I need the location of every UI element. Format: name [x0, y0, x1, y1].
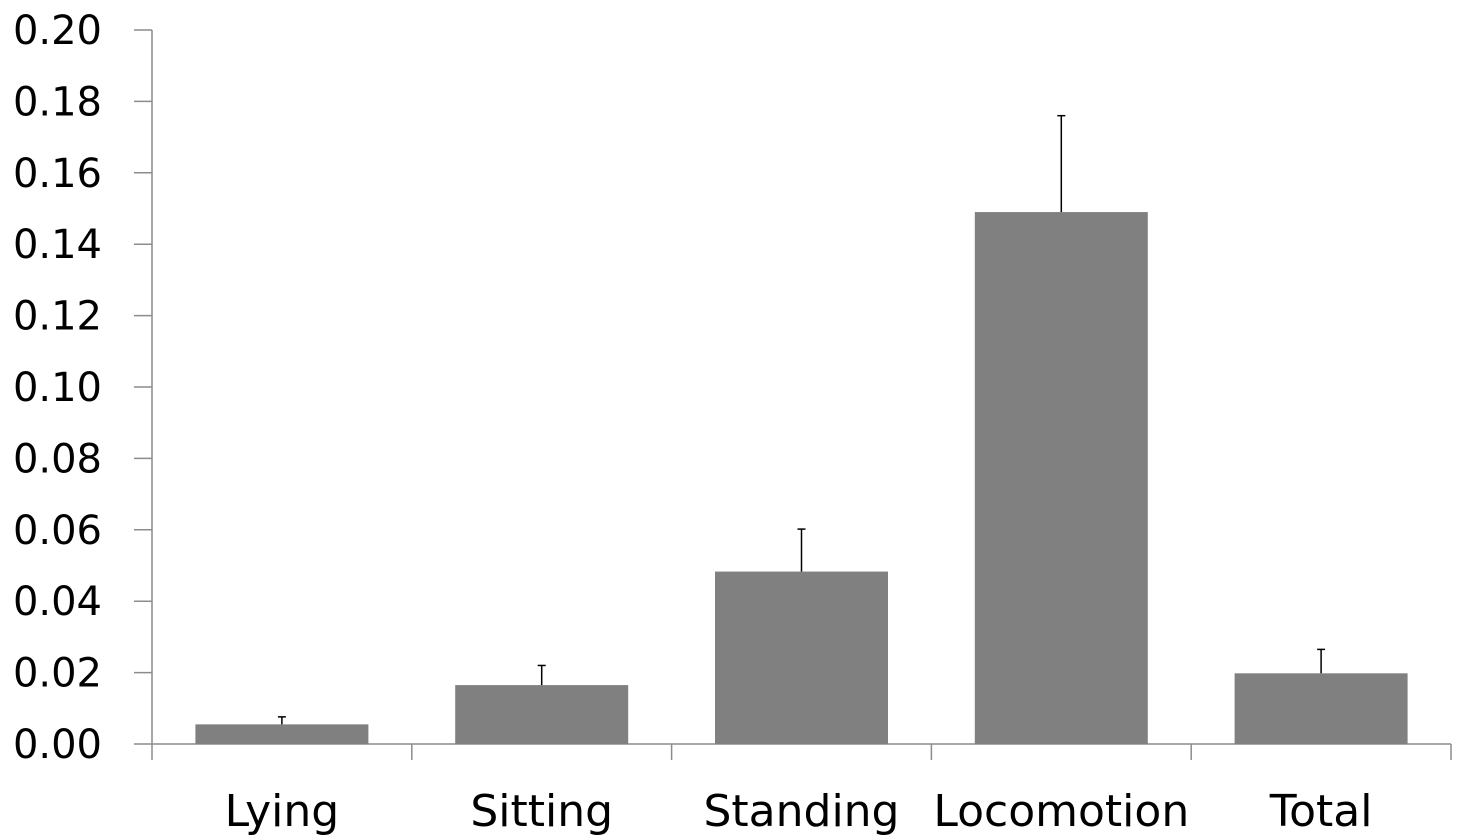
bars: [195, 212, 1408, 744]
category-label-lying: Lying: [225, 786, 340, 835]
bar-total: [1234, 673, 1408, 744]
category-label-standing: Standing: [703, 786, 899, 835]
y-tick-label: 0.04: [13, 579, 102, 625]
x-axis: [151, 743, 1452, 760]
category-label-total: Total: [1269, 786, 1373, 835]
y-tick-label: 0.12: [13, 294, 102, 340]
y-tick-label: 0.14: [13, 222, 102, 268]
category-labels: Lying Sitting Standing Locomotion Total: [225, 786, 1373, 835]
bar-standing: [715, 571, 888, 744]
y-tick-label: 0.00: [13, 722, 102, 768]
bar-sitting: [455, 685, 629, 744]
bar-locomotion: [974, 212, 1148, 744]
y-axis: 0.00 0.02 0.04 0.06 0.08 0.10 0.12 0.14 0.16 0.18…: [13, 8, 153, 768]
error-bars: [277, 114, 1326, 725]
y-tick-label: 0.02: [13, 651, 102, 697]
category-label-sitting: Sitting: [470, 786, 613, 835]
category-label-locomotion: Locomotion: [933, 786, 1189, 835]
y-tick-label: 0.18: [13, 79, 102, 125]
y-tick-label: 0.16: [13, 151, 102, 197]
y-tick-label: 0.06: [13, 508, 102, 554]
bar-lying: [195, 724, 369, 744]
y-tick-label: 0.20: [13, 8, 102, 54]
y-tick-label: 0.10: [13, 365, 102, 411]
y-tick-label: 0.08: [13, 436, 102, 482]
